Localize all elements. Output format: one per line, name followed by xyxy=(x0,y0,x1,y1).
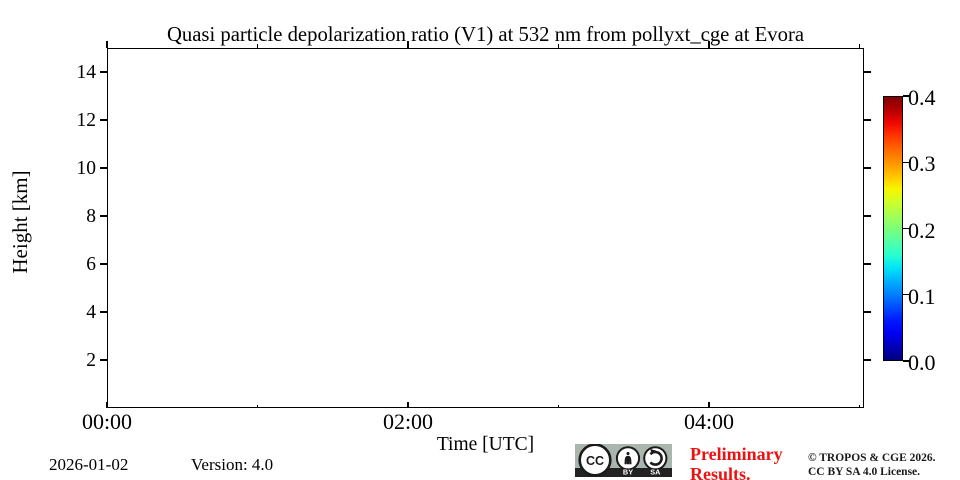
svg-text:BY: BY xyxy=(623,468,633,477)
svg-text:SA: SA xyxy=(650,468,661,477)
svg-text:CC: CC xyxy=(586,454,604,468)
